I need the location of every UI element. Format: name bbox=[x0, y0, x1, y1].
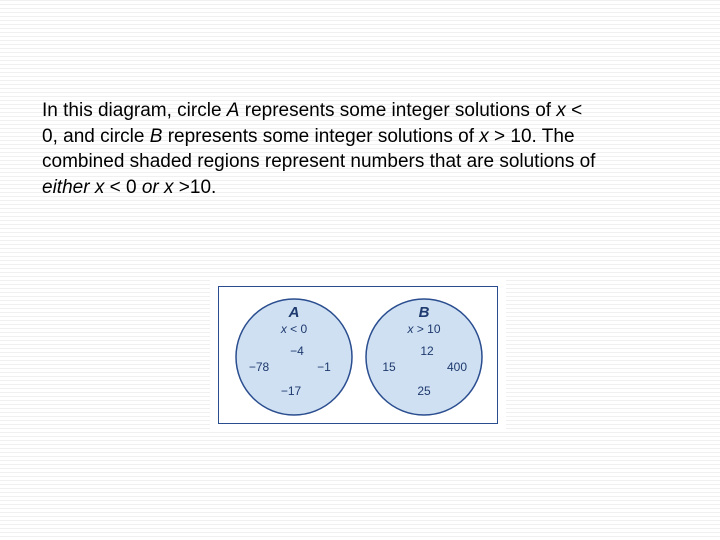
circle-title-b: B bbox=[419, 304, 430, 321]
circle-a-ref: A bbox=[227, 100, 240, 121]
venn-diagram-frame: Ax < 0 −4 −78 −1 −17 Bx > 10 12 15 400 25 bbox=[218, 286, 498, 424]
circle-title-a: A bbox=[288, 304, 300, 321]
circle-b-value: 400 bbox=[447, 360, 467, 374]
text: In this diagram, circle bbox=[42, 100, 227, 121]
circle-b-value: 15 bbox=[382, 360, 396, 374]
circle-a-value: −78 bbox=[249, 360, 270, 374]
circle-a-value: −1 bbox=[317, 360, 331, 374]
circle-b-value: 12 bbox=[420, 344, 434, 358]
text: < 0 bbox=[104, 177, 142, 198]
circle-condition-a: x < 0 bbox=[280, 322, 308, 336]
description-paragraph: In this diagram, circle A represents som… bbox=[42, 98, 602, 201]
text: represents some integer solutions of bbox=[162, 126, 479, 147]
either-word: either bbox=[42, 177, 90, 198]
var-x: x bbox=[556, 100, 566, 121]
circle-a-value: −17 bbox=[281, 384, 302, 398]
venn-diagram-svg: Ax < 0 −4 −78 −1 −17 Bx > 10 12 15 400 25 bbox=[219, 287, 499, 425]
slide-body: In this diagram, circle A represents som… bbox=[42, 98, 602, 201]
var-x: x bbox=[164, 177, 174, 198]
text: >10. bbox=[174, 177, 217, 198]
or-word: or bbox=[142, 177, 159, 198]
circle-b-ref: B bbox=[150, 126, 163, 147]
circle-a-value: −4 bbox=[290, 344, 304, 358]
circle-condition-b: x > 10 bbox=[406, 322, 440, 336]
circle-b-value: 25 bbox=[417, 384, 431, 398]
var-x: x bbox=[95, 177, 105, 198]
var-x: x bbox=[479, 126, 489, 147]
venn-diagram-container: Ax < 0 −4 −78 −1 −17 Bx > 10 12 15 400 25 bbox=[210, 280, 506, 430]
text: represents some integer solutions of bbox=[239, 100, 556, 121]
